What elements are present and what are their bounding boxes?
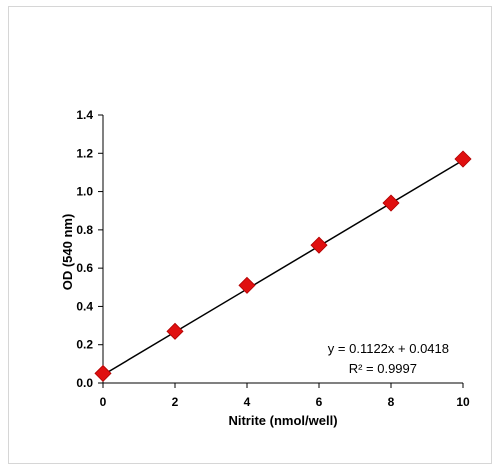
data-points <box>94 150 472 382</box>
axes <box>102 115 463 384</box>
data-point <box>238 276 256 294</box>
y-tick-label: 0.8 <box>76 223 93 237</box>
data-point <box>94 364 112 382</box>
trendline-equation: y = 0.1122x + 0.0418 <box>328 341 449 356</box>
x-axis-title: Nitrite (nmol/well) <box>228 413 337 428</box>
tick-marks <box>98 114 464 388</box>
data-point <box>382 194 400 212</box>
y-tick-label: 0.0 <box>76 376 93 390</box>
x-tick-label: 6 <box>316 395 323 409</box>
tick-labels: 0.0 0.2 0.4 0.6 0.8 1.0 1.2 1.4 0 2 4 6 8 10 <box>76 108 470 409</box>
data-point <box>454 150 472 168</box>
y-tick-label: 1.0 <box>76 185 93 199</box>
x-tick-label: 10 <box>456 395 470 409</box>
trendline <box>102 159 464 376</box>
y-tick-label: 0.6 <box>76 261 93 275</box>
data-point <box>310 236 328 254</box>
y-tick-label: 1.2 <box>76 146 93 160</box>
x-tick-label: 8 <box>388 395 395 409</box>
y-tick-label: 0.2 <box>76 338 93 352</box>
x-tick-label: 4 <box>244 395 251 409</box>
x-tick-label: 2 <box>172 395 179 409</box>
chart-frame <box>8 6 492 464</box>
trendline-group <box>102 159 464 376</box>
r-squared-label: R² = 0.9997 <box>349 361 417 376</box>
data-point <box>166 322 184 340</box>
y-axis-title: OD (540 nm) <box>60 214 75 291</box>
y-tick-label: 1.4 <box>76 108 93 122</box>
x-tick-label: 0 <box>100 395 107 409</box>
y-tick-label: 0.4 <box>76 299 93 313</box>
